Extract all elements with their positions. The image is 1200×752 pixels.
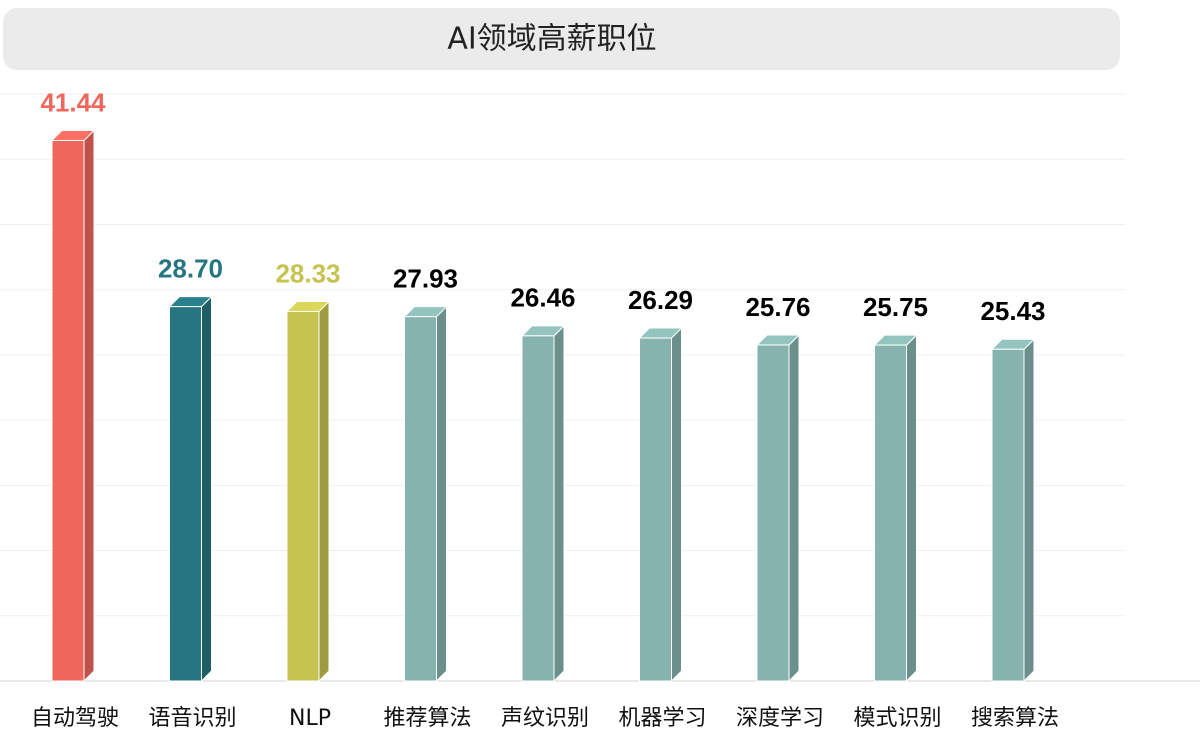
bar-front bbox=[404, 316, 437, 682]
x-tick-label: 搜索算法 bbox=[971, 706, 1059, 731]
x-tick-label: 语音识别 bbox=[148, 706, 236, 731]
bar-side bbox=[906, 333, 917, 683]
x-tick-label: 声纹识别 bbox=[501, 706, 589, 731]
value-label: 25.43 bbox=[980, 296, 1045, 326]
x-tick-label: 模式识别 bbox=[853, 706, 941, 731]
bar-side bbox=[201, 295, 212, 683]
bar bbox=[638, 326, 683, 683]
x-tick-label: 自动驾驶 bbox=[31, 706, 119, 731]
value-label: 26.29 bbox=[628, 285, 693, 315]
x-tick-label: NLP bbox=[289, 706, 331, 731]
value-label: 27.93 bbox=[393, 264, 458, 294]
bar-front bbox=[639, 337, 672, 682]
bar-front bbox=[51, 139, 85, 682]
bar bbox=[168, 295, 213, 683]
bar-front bbox=[991, 348, 1025, 682]
value-label: 25.76 bbox=[745, 292, 810, 322]
bar bbox=[755, 333, 801, 683]
bar-side bbox=[1023, 338, 1035, 683]
x-tick-label: 深度学习 bbox=[736, 706, 824, 731]
value-label: 25.75 bbox=[863, 292, 928, 322]
value-label: 26.46 bbox=[510, 283, 575, 313]
bar-side bbox=[83, 129, 95, 683]
bar-front bbox=[874, 344, 907, 682]
bar bbox=[285, 300, 331, 683]
bar-side bbox=[318, 300, 330, 683]
bar-side bbox=[436, 305, 447, 683]
x-tick-label: 推荐算法 bbox=[383, 706, 471, 731]
value-label: 41.44 bbox=[40, 87, 106, 117]
bar-front bbox=[756, 344, 790, 682]
bar-front bbox=[521, 335, 555, 682]
chart-title: AI领域高薪职位 bbox=[447, 22, 656, 57]
bar bbox=[403, 305, 448, 683]
bar-side bbox=[671, 326, 682, 683]
bar-side bbox=[553, 324, 565, 683]
x-tick-label: 机器学习 bbox=[618, 706, 706, 731]
title-box bbox=[3, 8, 1120, 70]
bar-side bbox=[788, 333, 800, 683]
bar bbox=[520, 324, 566, 683]
bar bbox=[50, 129, 96, 683]
bar bbox=[873, 333, 918, 683]
value-label: 28.33 bbox=[275, 258, 340, 288]
bar bbox=[990, 338, 1036, 683]
bar-front bbox=[286, 310, 320, 682]
bar-front bbox=[169, 306, 202, 682]
value-label: 28.70 bbox=[158, 253, 223, 283]
